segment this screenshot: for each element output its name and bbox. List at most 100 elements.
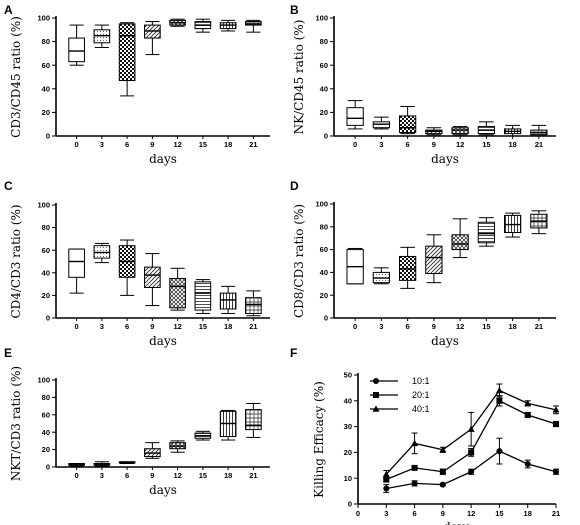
data-point	[382, 470, 390, 478]
panel-f-x-tick-label: 6	[412, 509, 416, 518]
panel-d-x-tick-label: 0	[353, 322, 357, 331]
panel-a-x-tick-label: 21	[249, 140, 257, 149]
panel-a-y-tick-label: 100	[37, 14, 50, 23]
panel-d-box-day-3	[372, 267, 391, 285]
panel-c-box-day-9	[144, 253, 161, 307]
panel-e-x-tick-label: 0	[75, 471, 79, 480]
panel-f-y-tick-label: 20	[344, 448, 352, 457]
panel-f-x-tick-label: 9	[441, 509, 445, 518]
iqr-box	[346, 107, 364, 126]
panel-a-x-tick-label: 3	[100, 140, 104, 149]
iqr-box	[68, 248, 85, 278]
panel-e-box-day-15	[194, 430, 212, 441]
iqr-box	[245, 409, 262, 431]
panel-c-y-tick-label: 20	[42, 291, 50, 300]
data-point	[524, 461, 531, 468]
panel-f-y-tick-label: 10	[344, 474, 352, 483]
panel-d-box-day-6	[398, 246, 417, 289]
panel-e-letter: E	[4, 346, 12, 360]
panel-e-x-tick-label: 3	[100, 471, 104, 480]
panel-b-y-tick-label: 60	[320, 61, 328, 70]
panel-b-x-tick-label: 3	[379, 140, 383, 149]
panel-d-box-day-21	[530, 210, 548, 235]
panel-a-x-tick-label: 9	[150, 140, 154, 149]
panel-c-x-tick-label: 9	[150, 322, 154, 331]
panel-a-x-tick-label: 15	[199, 140, 207, 149]
panel-c-box-day-21	[245, 290, 262, 317]
iqr-box	[144, 266, 161, 288]
panel-b: B 0 20 40 60 80 100 NK/CD45 ratio (%) days 0 3 6 9 12…	[290, 3, 556, 166]
iqr-box	[398, 115, 417, 133]
panel-b-x-tick-label: 18	[508, 140, 516, 149]
panel-e-x-axis-title: days	[149, 483, 177, 497]
panel-a-y-tick-label: 80	[42, 37, 50, 46]
panel-e-x-tick-label: 12	[173, 471, 181, 480]
panel-a-x-tick-label: 18	[224, 140, 232, 149]
data-point	[524, 399, 532, 407]
panel-d-y-tick-label: 0	[324, 314, 328, 323]
panel-a-x-tick-label: 0	[75, 140, 79, 149]
panel-f-y-tick-label: 30	[344, 422, 352, 431]
panel-f-x-tick-label: 0	[356, 509, 360, 518]
panel-b-box-day-15	[477, 121, 496, 136]
data-point	[383, 476, 390, 483]
panel-e-y-tick-label: 100	[37, 376, 50, 385]
panel-b-y-tick-label: 20	[320, 108, 328, 117]
panel-e-y-tick-label: 60	[42, 410, 50, 419]
panel-b-box-day-12	[451, 126, 469, 136]
panel-c-y-tick-label: 80	[42, 223, 50, 232]
panel-e-x-tick-label: 21	[249, 471, 257, 480]
legend-label: 40:1	[412, 404, 430, 414]
panel-f-y-axis-title: Killing Efficacy (%)	[312, 381, 326, 498]
panel-f-x-tick-label: 15	[495, 509, 503, 518]
panel-c-x-tick-label: 6	[125, 322, 129, 331]
panel-b-x-tick-label: 0	[353, 140, 357, 149]
data-point	[467, 425, 475, 432]
panel-e-box-day-21	[245, 402, 262, 438]
panel-f-x-tick-label: 21	[552, 509, 560, 518]
panel-d-y-axis-title: CD8/CD3 ratio (%)	[292, 204, 306, 318]
panel-c-y-tick-label: 60	[42, 246, 50, 255]
panel-f-series-2	[382, 383, 560, 479]
panel-c-x-tick-label: 12	[173, 322, 181, 331]
panel-d-x-tick-label: 15	[482, 322, 490, 331]
panel-c-y-tick-label: 0	[46, 314, 50, 323]
data-point	[524, 411, 531, 418]
panel-b-box-day-0	[346, 100, 364, 130]
panel-c-box-day-6	[118, 239, 136, 296]
panel-b-x-tick-label: 12	[456, 140, 464, 149]
panel-f-letter: F	[290, 346, 297, 360]
panel-f-y-tick-label: 0	[348, 500, 352, 509]
panel-d-x-tick-label: 6	[406, 322, 410, 331]
panel-e-box-day-3	[93, 461, 111, 467]
panel-d-y-tick-label: 40	[320, 268, 328, 277]
panel-f-y-tick-label: 50	[344, 371, 352, 380]
panel-e-box-day-18	[219, 409, 237, 441]
panel-d-y-tick-label: 20	[320, 291, 328, 300]
panel-a-y-tick-label: 40	[42, 84, 50, 93]
panel-b-y-tick-label: 40	[320, 84, 328, 93]
panel-e-box-day-9	[144, 442, 161, 459]
data-point	[495, 386, 503, 394]
panel-b-box-day-9	[425, 127, 443, 136]
data-point	[496, 448, 503, 455]
legend-marker	[373, 392, 379, 398]
iqr-box	[169, 277, 186, 309]
data-point	[553, 468, 559, 475]
panel-e-y-tick-label: 40	[42, 428, 50, 437]
data-point	[468, 449, 475, 456]
panel-d-box-day-12	[451, 218, 469, 259]
panel-e-box-day-6	[118, 461, 136, 465]
panel-e-x-tick-label: 18	[224, 471, 232, 480]
data-point	[411, 439, 419, 447]
panel-e-y-tick-label: 80	[42, 393, 50, 402]
panel-d-y-tick-label: 60	[320, 245, 328, 254]
panel-f-x-tick-label: 18	[524, 509, 532, 518]
data-point	[439, 468, 446, 475]
panel-d-box-day-0	[346, 247, 364, 285]
panel-c-box-day-0	[68, 248, 85, 294]
iqr-box	[118, 23, 136, 82]
panel-d-y-tick-label: 100	[315, 200, 328, 209]
panel-b-x-tick-label: 21	[535, 140, 543, 149]
panel-b-x-tick-label: 9	[432, 140, 436, 149]
